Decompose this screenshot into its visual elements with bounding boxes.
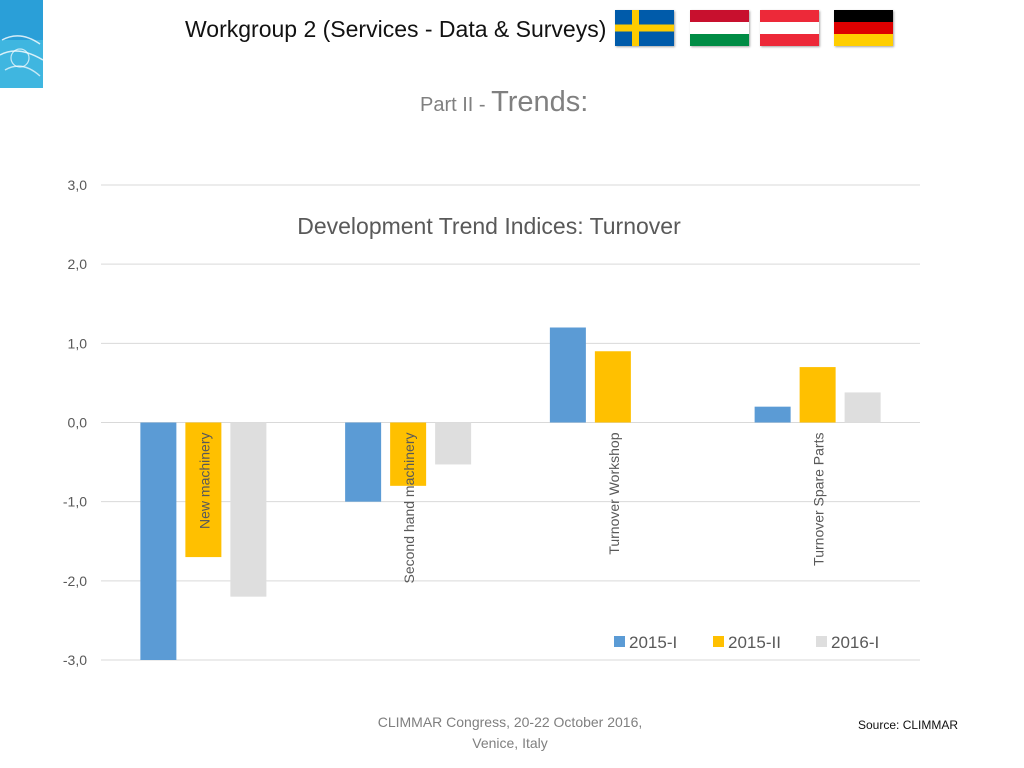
hungary-flag-icon [690,10,749,46]
chart-title: Development Trend Indices: Turnover [297,213,681,239]
congress-footer: CLIMMAR Congress, 20-22 October 2016, Ve… [360,712,660,754]
y-tick-label: -3,0 [63,652,87,668]
y-tick-label: 3,0 [68,177,88,193]
bar-2016-i-4 [844,392,881,423]
legend-label: 2015-I [629,633,677,652]
y-tick-label: 0,0 [68,415,88,431]
bar-2016-i-1 [230,422,267,597]
legend-label: 2016-I [831,633,879,652]
bar-2015-ii-1 [185,422,222,558]
y-tick-label: 2,0 [68,256,88,272]
y-tick-label: 1,0 [68,335,88,351]
footer-line-2: Venice, Italy [472,735,548,751]
legend-swatch [713,636,724,647]
bar-2015-i-1 [140,422,177,660]
category-label: New machinery [196,433,212,529]
section-subtitle: Part II - Trends: [420,86,588,119]
bar-2015-i-3 [549,327,586,423]
bar-2015-ii-3 [594,351,631,423]
category-label: Turnover Workshop [606,432,622,554]
bar-2015-i-4 [754,406,791,423]
bar-2016-i-2 [435,422,472,465]
subtitle-prefix: Part II - [420,94,492,116]
y-tick-label: -2,0 [63,573,87,589]
category-label: Turnover Spare Parts [811,433,827,566]
page-title: Workgroup 2 (Services - Data & Surveys) [185,16,607,42]
subtitle-main: Trends: [491,86,589,118]
germany-flag-icon [834,10,893,46]
legend-label: 2015-II [728,633,781,652]
legend-swatch [816,636,827,647]
legend-swatch [614,636,625,647]
bar-2015-i-2 [345,422,382,502]
footer-line-1: CLIMMAR Congress, 20-22 October 2016, [377,714,643,730]
category-label: Second hand machinery [401,433,417,584]
bar-2015-ii-2 [390,422,427,486]
climmar-logo [0,0,43,88]
bar-2015-ii-4 [799,367,836,423]
y-tick-label: -1,0 [63,494,87,510]
source-note: Source: CLIMMAR [858,718,959,732]
sweden-flag-icon [615,10,674,46]
austria-flag-icon [760,10,819,46]
